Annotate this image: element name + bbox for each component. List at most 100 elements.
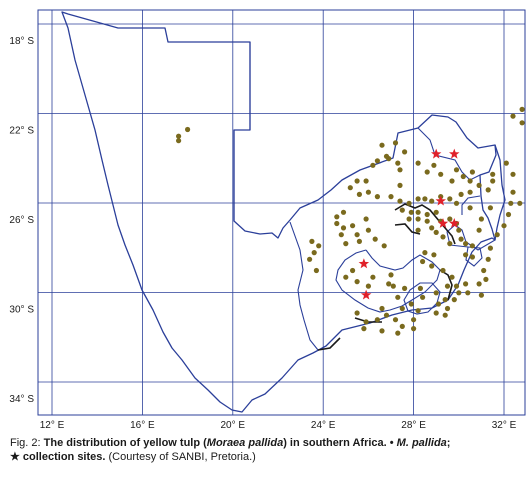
occurrence-dot xyxy=(386,281,392,287)
latitude-label: 22° S xyxy=(9,126,34,137)
occurrence-dot xyxy=(356,191,362,197)
occurrence-dot xyxy=(469,254,475,260)
occurrence-dot xyxy=(313,267,319,274)
occurrence-dot xyxy=(363,216,369,222)
occurrence-dot xyxy=(363,178,369,184)
axis-labels: 18° S 22° S 26° S 30° S 34° S 12° E 16° E 20° E… xyxy=(9,36,516,431)
occurrence-dot xyxy=(390,283,396,289)
occurrence-dot xyxy=(422,250,428,256)
longitude-label: 12° E xyxy=(40,420,65,430)
occurrence-dot xyxy=(415,209,421,215)
longitude-label: 28° E xyxy=(401,420,426,430)
latitude-label: 26° S xyxy=(9,215,34,226)
occurrence-dot xyxy=(463,241,469,247)
occurrence-dot xyxy=(408,209,414,215)
swaziland-border xyxy=(465,246,483,267)
occurrence-dot xyxy=(483,276,489,282)
occurrence-dot xyxy=(388,194,394,200)
occurrence-dot xyxy=(374,194,380,200)
caption-title-part-b: ) in southern Africa. • xyxy=(283,437,394,449)
occurrence-dot xyxy=(487,245,493,251)
occurrence-dot xyxy=(411,326,417,332)
occurrence-dot xyxy=(370,162,376,168)
occurrence-dot xyxy=(431,162,437,168)
occurrence-dot xyxy=(334,214,340,220)
occurrence-dot xyxy=(399,207,405,213)
occurrence-dot xyxy=(456,290,462,296)
occurrence-dot xyxy=(467,189,473,195)
occurrence-dot xyxy=(309,238,315,244)
occurrence-dot xyxy=(383,312,390,318)
occurrence-dot xyxy=(444,305,451,312)
occurrence-dot xyxy=(487,205,493,211)
occurrence-dot xyxy=(415,160,421,166)
occurrence-dot xyxy=(465,290,471,296)
occurrence-dot xyxy=(395,294,401,300)
occurrence-dot xyxy=(395,160,401,166)
occurrence-dot xyxy=(433,209,439,215)
occurrence-dot xyxy=(185,126,191,133)
collection-star xyxy=(358,258,370,269)
occurrence-dot xyxy=(372,236,378,242)
occurrence-dot xyxy=(388,272,394,278)
occurrence-dot xyxy=(463,281,469,287)
occurrence-dot xyxy=(340,209,347,215)
occurrence-dot xyxy=(365,227,371,233)
occurrence-dot xyxy=(458,236,464,242)
occurrence-dot xyxy=(453,200,460,206)
occurrence-dot xyxy=(397,167,403,173)
caption-courtesy: (Courtesy of SANBI, Pretoria.) xyxy=(108,451,256,463)
occurrence-dot xyxy=(494,232,500,238)
occurrence-dot xyxy=(379,142,385,148)
occurrence-dot xyxy=(447,241,453,247)
occurrence-dot xyxy=(453,167,460,173)
occurrence-dot xyxy=(442,297,448,303)
caption-species-name: Moraea pallida xyxy=(206,437,284,449)
occurrence-dot xyxy=(176,133,182,139)
occurrence-dot xyxy=(422,196,428,202)
occurrence-dot xyxy=(505,211,512,218)
occurrence-dot xyxy=(354,232,360,238)
occurrence-dot xyxy=(411,317,417,323)
east-coast xyxy=(494,144,506,241)
occurrence-dot xyxy=(447,216,453,222)
occurrence-dot xyxy=(485,256,491,262)
occurrence-dot xyxy=(381,243,387,249)
collection-star xyxy=(437,218,449,228)
occurrence-dot xyxy=(354,178,360,184)
occurrence-dot xyxy=(420,294,426,300)
occurrence-dot xyxy=(442,312,448,318)
longitude-label: 20° E xyxy=(221,420,246,430)
longitude-label: 24° E xyxy=(311,420,336,430)
occurrence-dot xyxy=(463,252,469,258)
occurrence-dot xyxy=(519,106,525,112)
latitude-label: 18° S xyxy=(9,36,34,47)
occurrence-dot xyxy=(408,301,414,307)
occurrence-dot xyxy=(354,310,360,316)
occurrence-dot xyxy=(424,218,430,224)
occurrence-dot xyxy=(354,279,360,285)
occurrence-dot xyxy=(451,297,457,303)
occurrence-dot xyxy=(374,317,380,323)
occurrence-dot xyxy=(311,250,317,256)
occurrence-dot xyxy=(316,243,322,249)
collection-star xyxy=(431,148,442,159)
occurrence-dot xyxy=(449,274,455,280)
occurrence-dot xyxy=(340,225,347,231)
occurrence-dot xyxy=(392,317,399,323)
collection-site-points xyxy=(358,148,460,300)
occurrence-dot xyxy=(478,292,484,298)
collection-star xyxy=(449,148,460,159)
occurrence-dot xyxy=(490,171,496,177)
occurrence-dot xyxy=(402,285,408,291)
occurrence-dot xyxy=(361,326,367,332)
occurrence-dot xyxy=(503,160,509,166)
occurrence-dot xyxy=(365,283,371,289)
occurrence-dot xyxy=(485,187,491,193)
occurrence-dot xyxy=(343,241,349,247)
occurrence-dot xyxy=(469,243,475,249)
map-frame xyxy=(37,9,526,416)
occurrence-dot xyxy=(399,323,405,329)
latitude-label: 30° S xyxy=(9,305,34,316)
occurrence-dot xyxy=(347,185,353,191)
